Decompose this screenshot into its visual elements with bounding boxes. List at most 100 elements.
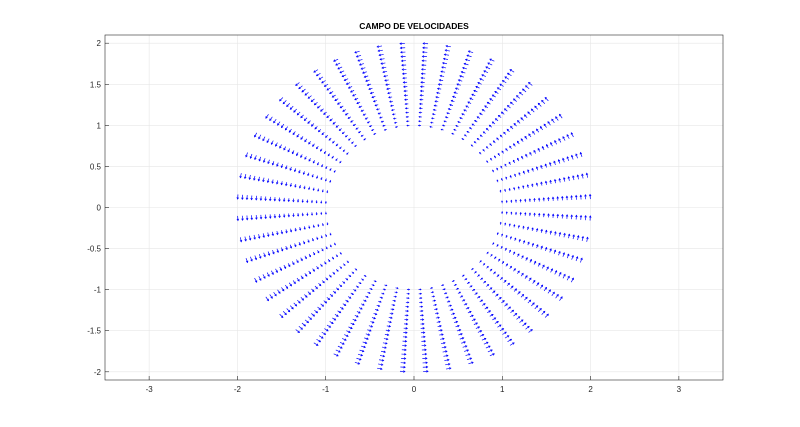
velocity-arrow: [382, 124, 386, 127]
velocity-arrow: [312, 251, 316, 256]
velocity-arrow: [374, 104, 379, 107]
velocity-arrow: [316, 105, 321, 109]
velocity-arrow: [419, 98, 424, 101]
velocity-arrow: [302, 171, 305, 175]
x-tick-label: -2: [234, 385, 242, 394]
velocity-arrow: [507, 338, 513, 343]
velocity-arrow: [405, 305, 410, 308]
velocity-arrow: [356, 101, 361, 105]
velocity-arrow: [326, 115, 330, 119]
velocity-arrow: [536, 128, 540, 133]
velocity-arrow: [288, 282, 292, 287]
velocity-arrow: [320, 211, 323, 216]
ticks: -3 -2 -1 0 1 2 3 -2 -1.5 -1 -0.5 0 0.5 1 1.5 2: [87, 39, 681, 394]
velocity-arrow: [405, 309, 409, 313]
velocity-arrow: [503, 279, 507, 284]
velocity-arrow: [369, 91, 375, 95]
velocity-arrow: [325, 277, 329, 281]
velocity-arrow: [275, 142, 278, 147]
velocity-arrow: [505, 263, 508, 267]
velocity-arrow: [286, 308, 291, 313]
velocity-arrow: [337, 66, 343, 70]
velocity-arrow: [485, 345, 491, 349]
velocity-arrow: [379, 354, 386, 358]
velocity-arrow: [492, 169, 495, 173]
velocity-arrow: [403, 94, 408, 97]
velocity-arrow: [479, 112, 483, 116]
velocity-arrow: [262, 158, 266, 163]
velocity-arrow: [524, 198, 527, 203]
velocity-arrow: [285, 229, 288, 234]
velocity-arrow: [376, 108, 380, 111]
velocity-arrow: [468, 361, 474, 365]
velocity-arrow: [517, 224, 520, 229]
velocity-arrow: [494, 321, 499, 324]
velocity-arrow: [405, 301, 410, 304]
velocity-arrow: [358, 281, 362, 285]
velocity-arrow: [296, 277, 300, 282]
velocity-arrow: [386, 325, 392, 328]
velocity-arrow: [367, 329, 372, 332]
velocity-arrow: [561, 213, 564, 219]
velocity-arrow: [512, 159, 516, 164]
velocity-arrow: [293, 302, 298, 307]
velocity-arrow: [422, 352, 428, 356]
velocity-arrow: [522, 170, 525, 175]
velocity-arrow: [386, 87, 391, 91]
velocity-arrow: [434, 100, 439, 103]
velocity-arrow: [346, 260, 349, 264]
velocity-arrow: [496, 167, 499, 171]
velocity-arrow: [570, 195, 573, 200]
velocity-arrow: [250, 215, 254, 221]
velocity-arrow: [366, 121, 371, 124]
velocity-arrow: [525, 153, 528, 158]
velocity-arrow: [482, 131, 486, 134]
velocity-arrow: [444, 49, 450, 52]
velocity-arrow: [401, 352, 407, 356]
velocity-arrow: [558, 231, 562, 237]
velocity-arrow: [524, 212, 527, 216]
velocity-arrow: [546, 266, 549, 271]
velocity-arrow: [540, 164, 543, 169]
velocity-arrow: [497, 152, 501, 156]
velocity-arrow: [438, 329, 443, 332]
velocity-arrow: [298, 242, 301, 246]
velocity-arrow: [325, 246, 328, 250]
velocity-arrow: [308, 158, 311, 162]
velocity-arrow: [528, 198, 532, 202]
y-tick-label: 0: [97, 204, 102, 213]
velocity-arrow: [313, 101, 318, 106]
velocity-arrow: [283, 264, 287, 270]
velocity-arrow: [525, 325, 530, 330]
velocity-arrow: [308, 141, 311, 145]
velocity-arrow: [282, 213, 286, 218]
velocity-arrow: [471, 289, 476, 292]
velocity-arrow: [360, 109, 365, 112]
velocity-arrow: [550, 268, 553, 273]
velocity-arrow: [248, 174, 252, 180]
velocity-arrow: [513, 251, 516, 255]
velocity-arrow: [339, 251, 342, 255]
velocity-arrow: [479, 299, 484, 303]
velocity-arrow: [284, 126, 288, 131]
velocity-arrow: [403, 327, 408, 330]
velocity-arrow: [341, 131, 345, 135]
velocity-arrow: [245, 152, 248, 158]
velocity-arrow: [504, 188, 507, 192]
velocity-arrow: [279, 313, 284, 319]
velocity-arrow: [570, 214, 573, 220]
velocity-arrow: [534, 305, 539, 310]
velocity-arrow: [320, 148, 323, 152]
velocity-arrow: [289, 244, 293, 249]
velocity-arrow: [517, 270, 520, 274]
velocity-arrow: [418, 292, 423, 295]
velocity-arrow: [554, 140, 557, 145]
velocity-arrow: [517, 157, 520, 162]
velocity-arrow: [419, 89, 424, 93]
velocity-arrow: [380, 350, 387, 354]
velocity-arrow: [469, 97, 474, 100]
velocity-arrow: [533, 197, 536, 202]
velocity-arrow: [404, 102, 409, 106]
velocity-arrow: [371, 316, 376, 320]
velocity-arrow: [524, 135, 528, 140]
